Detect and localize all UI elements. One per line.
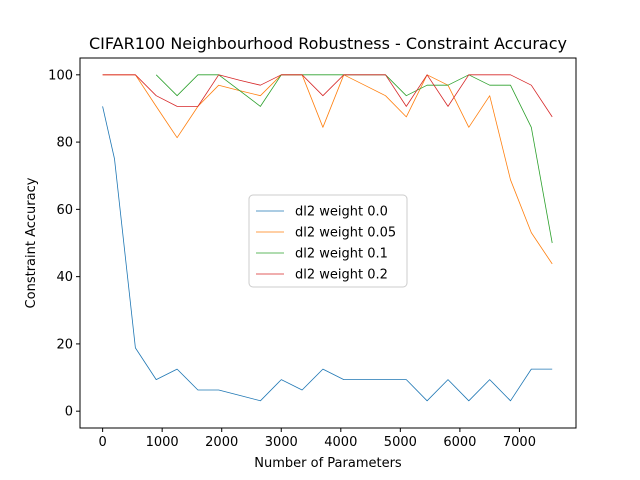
x-axis: 0 1000 2000 3000 4000 5000 6000 7000 (98, 428, 536, 450)
series-line-0 (102, 106, 553, 402)
y-tick-label: 60 (56, 203, 73, 218)
y-tick-label: 20 (56, 337, 73, 352)
x-tick-label: 3000 (265, 435, 298, 450)
legend-entry-0: dl2 weight 0.0 (295, 205, 388, 220)
y-tick-label: 100 (48, 68, 73, 83)
y-axis-label: Constraint Accuracy (24, 177, 39, 308)
x-tick-label: 6000 (443, 435, 476, 450)
y-tick-label: 80 (56, 136, 73, 151)
series-line-1 (102, 74, 553, 265)
y-tick-label: 40 (56, 270, 73, 285)
x-tick-label: 2000 (205, 435, 238, 450)
series-layer (102, 74, 553, 402)
y-tick-label: 0 (65, 405, 73, 420)
x-tick-label: 4000 (324, 435, 357, 450)
series-line-3 (102, 74, 553, 118)
x-tick-label: 1000 (146, 435, 179, 450)
legend: dl2 weight 0.0 dl2 weight 0.05 dl2 weight … (248, 194, 408, 288)
x-tick-label: 7000 (503, 435, 536, 450)
plot-frame (79, 57, 577, 429)
y-axis: 0 20 40 60 80 100 (48, 68, 80, 420)
legend-entry-1: dl2 weight 0.05 (295, 226, 396, 241)
legend-box (248, 194, 408, 288)
chart-title: CIFAR100 Neighbourhood Robustness - Cons… (89, 34, 567, 53)
x-axis-label: Number of Parameters (254, 456, 402, 471)
legend-entry-3: dl2 weight 0.2 (295, 268, 388, 283)
legend-entry-2: dl2 weight 0.1 (295, 247, 388, 262)
x-tick-label: 0 (98, 435, 106, 450)
x-tick-label: 5000 (384, 435, 417, 450)
